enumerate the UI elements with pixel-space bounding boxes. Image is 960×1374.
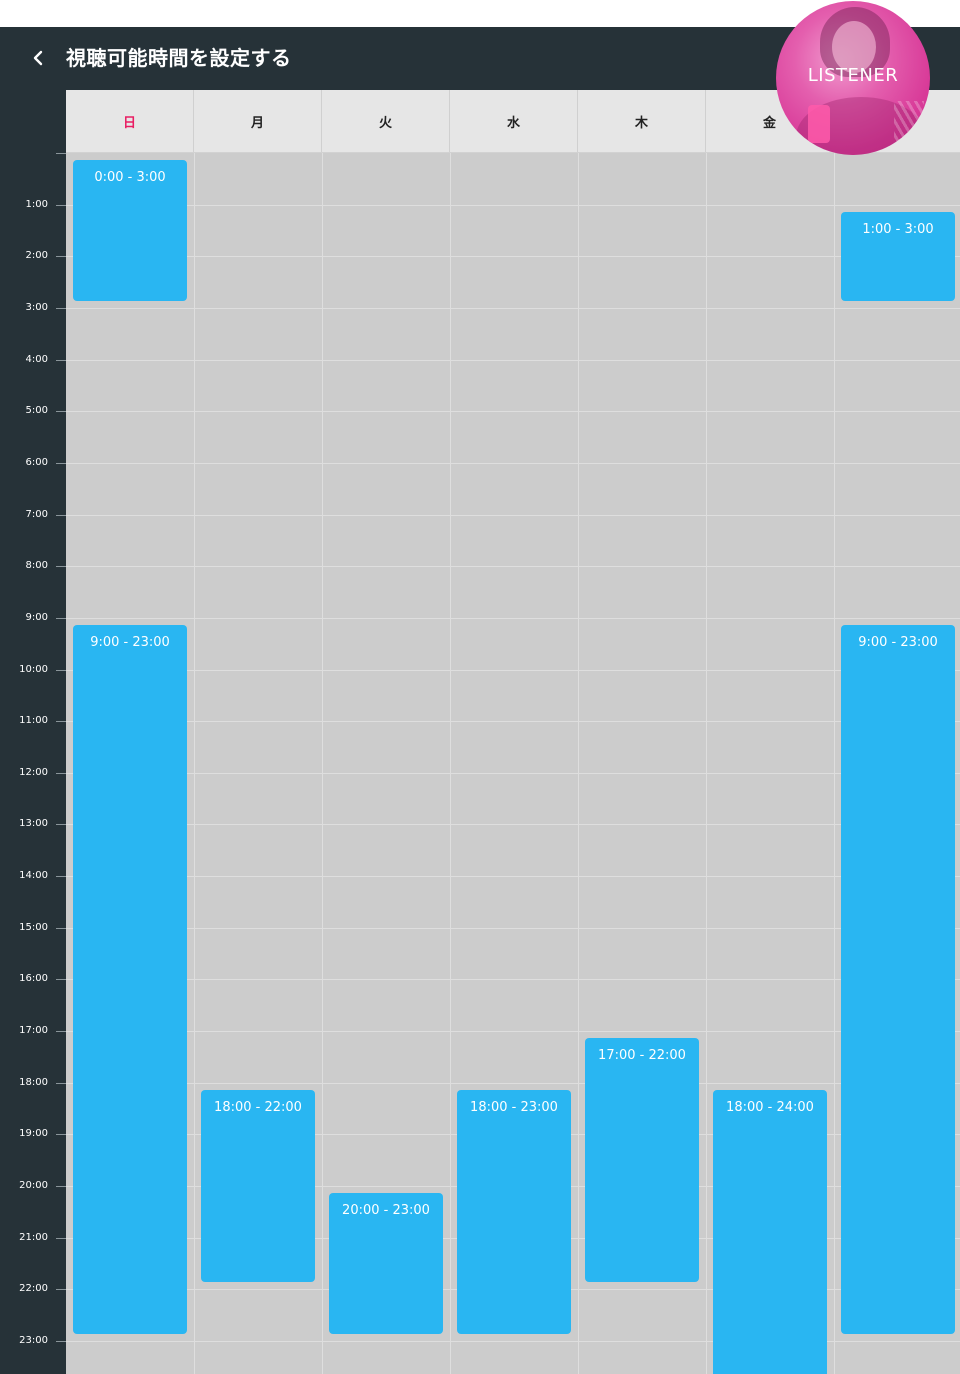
time-tick xyxy=(56,1237,66,1239)
time-tick xyxy=(56,411,66,413)
hour-gridline xyxy=(66,721,960,723)
time-label: 21:00 xyxy=(19,1231,48,1243)
hour-gridline xyxy=(66,204,960,206)
day-header-3: 水 xyxy=(450,90,578,152)
hour-gridline xyxy=(66,256,960,258)
time-label: 10:00 xyxy=(19,663,48,675)
day-gridline xyxy=(450,153,451,1374)
hour-gridline xyxy=(66,772,960,774)
hour-gridline xyxy=(66,462,960,464)
badge-label: LISTENER xyxy=(807,65,899,86)
time-tick xyxy=(56,307,66,309)
day-header-4: 木 xyxy=(578,90,706,152)
day-header-2: 火 xyxy=(322,90,450,152)
time-label: 19:00 xyxy=(19,1128,48,1140)
time-tick xyxy=(56,462,66,464)
hour-gridline xyxy=(66,1340,960,1342)
hour-gridline xyxy=(66,566,960,568)
time-slot-block[interactable]: 0:00 - 3:00 xyxy=(73,160,187,301)
day-gridline xyxy=(578,153,579,1374)
time-slot-block[interactable]: 1:00 - 3:00 xyxy=(841,211,955,301)
time-tick xyxy=(56,669,66,671)
time-label: 6:00 xyxy=(25,456,48,468)
hour-gridline xyxy=(66,824,960,826)
day-header-0: 日 xyxy=(66,90,194,152)
day-gridline xyxy=(194,153,195,1374)
time-label: 15:00 xyxy=(19,921,48,933)
time-tick xyxy=(56,1186,66,1187)
time-label: 20:00 xyxy=(19,1180,48,1191)
time-slot-block[interactable]: 9:00 - 23:00 xyxy=(841,624,955,1334)
time-tick xyxy=(56,927,66,929)
day-gridline xyxy=(706,153,707,1374)
photo-face-shape xyxy=(832,21,876,73)
time-tick xyxy=(56,256,66,258)
time-tick xyxy=(56,153,66,154)
time-tick xyxy=(56,979,66,981)
hour-gridline xyxy=(66,514,960,516)
time-tick xyxy=(56,359,66,361)
time-tick xyxy=(56,824,66,826)
hour-gridline xyxy=(66,617,960,619)
time-tick xyxy=(56,617,66,619)
time-slot-block[interactable]: 18:00 - 24:00 xyxy=(713,1089,827,1374)
time-tick xyxy=(56,204,66,206)
time-tick xyxy=(56,721,66,723)
hour-gridline xyxy=(66,307,960,309)
time-label: 3:00 xyxy=(25,301,48,313)
time-label: 14:00 xyxy=(19,870,48,882)
time-label: 8:00 xyxy=(25,560,48,572)
listener-badge: LISTENER xyxy=(776,1,930,155)
time-slot-block[interactable]: 20:00 - 23:00 xyxy=(329,1193,443,1334)
day-header-1: 月 xyxy=(194,90,322,152)
time-slot-block[interactable]: 18:00 - 22:00 xyxy=(201,1089,315,1283)
time-label: 22:00 xyxy=(19,1283,48,1295)
time-tick xyxy=(56,772,66,774)
time-label: 5:00 xyxy=(25,405,48,417)
time-label: 1:00 xyxy=(25,198,48,210)
day-gridline xyxy=(322,153,323,1374)
time-label: 2:00 xyxy=(25,250,48,262)
time-label: 4:00 xyxy=(25,353,48,365)
hour-gridline xyxy=(66,927,960,929)
time-tick xyxy=(56,1031,66,1033)
hour-gridline xyxy=(66,359,960,361)
time-tick xyxy=(56,1289,66,1291)
time-tick xyxy=(56,1340,66,1342)
time-slot-block[interactable]: 18:00 - 23:00 xyxy=(457,1089,571,1334)
hour-gridline xyxy=(66,876,960,878)
time-tick xyxy=(56,566,66,568)
time-label: 18:00 xyxy=(19,1076,48,1088)
time-tick xyxy=(56,514,66,516)
time-tick xyxy=(56,1082,66,1084)
day-gridline xyxy=(834,153,835,1374)
back-button[interactable] xyxy=(22,42,54,74)
chevron-left-icon xyxy=(33,50,43,66)
time-slot-block[interactable]: 17:00 - 22:00 xyxy=(585,1038,699,1283)
hour-gridline xyxy=(66,669,960,671)
time-label: 12:00 xyxy=(19,766,48,778)
hour-gridline xyxy=(66,979,960,981)
time-label: 16:00 xyxy=(19,973,48,985)
hour-gridline xyxy=(66,1082,960,1084)
time-tick xyxy=(56,876,66,878)
time-slot-block[interactable]: 9:00 - 23:00 xyxy=(73,624,187,1334)
photo-stripes-shape xyxy=(894,101,924,151)
schedule-grid: 0:00 - 3:00 9:00 - 23:00 18:00 - 22:00 20:0… xyxy=(66,153,960,1374)
page-title: 視聴可能時間を設定する xyxy=(66,46,292,70)
phone-icon xyxy=(808,105,830,143)
time-label: 7:00 xyxy=(25,508,48,520)
hour-gridline xyxy=(66,411,960,413)
time-label: 17:00 xyxy=(19,1025,48,1037)
time-label: 11:00 xyxy=(19,715,48,727)
hour-gridline xyxy=(66,1031,960,1033)
time-tick xyxy=(56,1134,66,1136)
time-label: 9:00 xyxy=(25,611,48,623)
time-axis: 1:00 2:00 3:00 4:00 5:00 6:00 7:00 8:00 9:00 10:0… xyxy=(0,90,66,1374)
time-label: 23:00 xyxy=(19,1334,48,1346)
time-label: 13:00 xyxy=(19,818,48,830)
